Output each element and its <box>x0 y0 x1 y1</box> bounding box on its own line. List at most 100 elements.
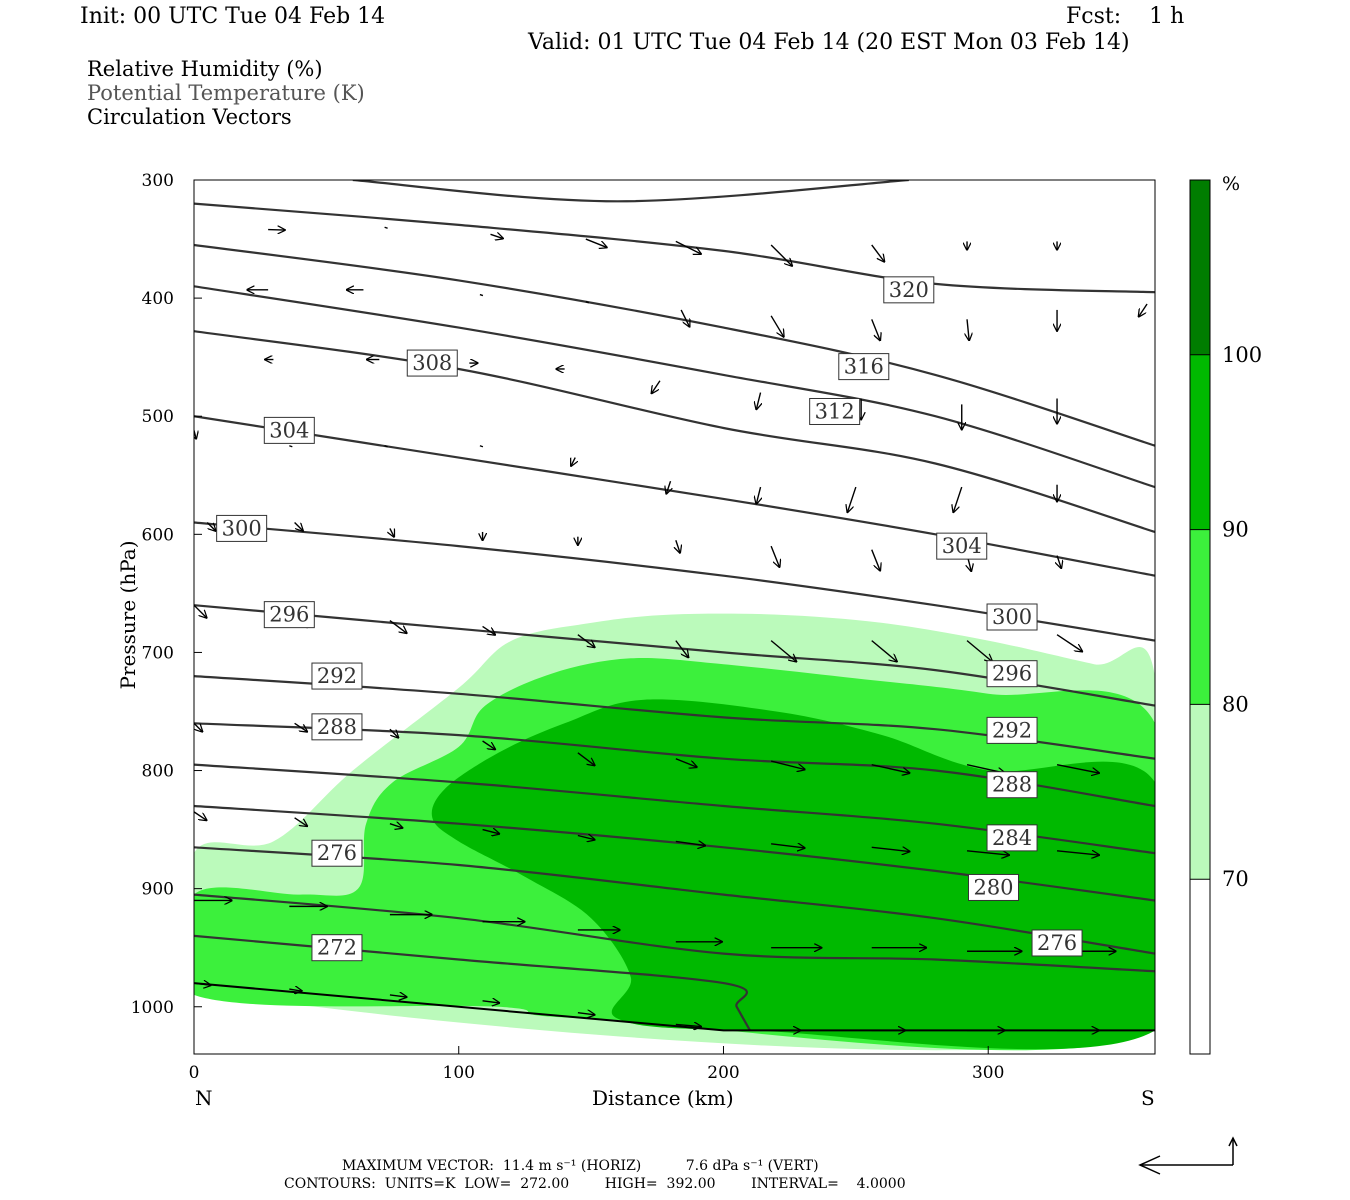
contour-label-276-18: 276 <box>1031 929 1083 957</box>
contour-label-316-1: 316 <box>838 353 890 381</box>
y-tick-label-900: 900 <box>142 880 174 900</box>
vector-52 <box>577 634 595 648</box>
colorbar-segment-3 <box>1190 354 1210 530</box>
vector-31 <box>479 445 484 448</box>
contour-label-text: 276 <box>317 841 357 865</box>
contour-label-text: 288 <box>317 715 357 739</box>
colorbar-segment-4 <box>1190 180 1210 355</box>
contour-label-text: 276 <box>1037 931 1077 955</box>
y-tick-label-500: 500 <box>142 407 174 427</box>
legend-rh: Relative Humidity (%) <box>87 57 323 81</box>
contour-label-text: 316 <box>844 355 884 379</box>
contour-label-284-15: 284 <box>986 824 1038 852</box>
vector-50 <box>389 619 407 634</box>
contour-label-text: 312 <box>815 399 855 423</box>
forecast-hour: Fcst: 1 h <box>1066 4 1185 29</box>
max-vector-note: MAXIMUM VECTOR: 11.4 m s⁻¹ (HORIZ) 7.6 d… <box>342 1158 819 1174</box>
vector-68 <box>194 811 207 820</box>
reference-vector-icon <box>1138 1136 1238 1175</box>
contour-label-288-11: 288 <box>311 713 363 741</box>
vector-48 <box>194 604 207 618</box>
valid-time: Valid: 01 UTC Tue 04 Feb 14 (20 EST Mon … <box>528 30 1130 55</box>
y-tick-label-300: 300 <box>142 171 174 191</box>
vector-63 <box>675 758 697 767</box>
vector-77 <box>1056 851 1099 855</box>
contour-label-320-0: 320 <box>883 276 935 304</box>
vector-91 <box>482 1001 500 1003</box>
vector-6 <box>871 244 885 262</box>
vector-12 <box>585 300 590 304</box>
contour-note: CONTOURS: UNITS=K LOW= 272.00 HIGH= 392.… <box>284 1176 906 1192</box>
contour-label-text: 288 <box>992 773 1032 797</box>
contour-label-308-3: 308 <box>406 349 458 377</box>
x-tick-label-300: 300 <box>972 1063 1004 1083</box>
vector-59 <box>294 722 308 731</box>
vector-71 <box>482 830 500 834</box>
contour-label-272-17: 272 <box>311 934 363 962</box>
colorbar-frame <box>1189 179 1211 1055</box>
contour-label-text: 292 <box>317 664 357 688</box>
vector-57 <box>1056 634 1082 652</box>
contour-label-304-4: 304 <box>263 416 315 444</box>
contour-label-text: 272 <box>317 936 357 960</box>
vector-74 <box>771 844 805 848</box>
vector-65 <box>871 763 910 773</box>
y-axis-title: Pressure (hPa) <box>116 540 140 690</box>
colorbar-segment-1 <box>1190 704 1210 880</box>
vector-76 <box>966 851 1009 855</box>
vector-47 <box>1057 555 1061 569</box>
vector-73 <box>675 841 705 845</box>
vector-61 <box>482 740 496 749</box>
theta-contour-320-2 <box>194 243 1155 447</box>
x-tick-label-0: 0 <box>189 1063 200 1083</box>
contour-label-text: 320 <box>889 278 929 302</box>
vector-15 <box>871 319 880 340</box>
colorbar: 70 80 90 100% <box>1189 173 1262 1055</box>
y-tick-label-800: 800 <box>142 762 174 782</box>
vector-72 <box>577 836 595 840</box>
vector-34 <box>756 486 760 504</box>
contour-label-300-8: 300 <box>986 603 1038 631</box>
x-left-end-label: N <box>195 1086 213 1110</box>
vector-32 <box>571 457 575 466</box>
contour-label-276-14: 276 <box>311 839 363 867</box>
legend-vectors: Circulation Vectors <box>87 105 292 129</box>
contour-label-280-16: 280 <box>968 873 1020 901</box>
contour-label-296-7: 296 <box>263 601 315 629</box>
x-tick-label-200: 200 <box>707 1063 739 1083</box>
contour-label-304-6: 304 <box>936 532 988 560</box>
contour-label-text: 300 <box>992 605 1032 629</box>
contour-label-text: 296 <box>992 662 1032 686</box>
vector-44 <box>770 545 779 567</box>
vector-16 <box>967 319 969 340</box>
vector-93 <box>675 1024 701 1026</box>
x-axis-title: Distance (km) <box>592 1086 734 1110</box>
vector-90 <box>389 995 407 997</box>
vector-64 <box>770 760 805 769</box>
vector-2 <box>490 234 504 238</box>
vector-53 <box>675 640 689 658</box>
colorbar-unit: % <box>1222 173 1240 195</box>
vector-30 <box>384 445 388 448</box>
contour-label-text: 304 <box>942 534 982 558</box>
y-tick-label-600: 600 <box>142 525 174 545</box>
vector-39 <box>294 522 303 531</box>
vector-38 <box>206 522 215 531</box>
contour-label-text: 280 <box>973 875 1013 899</box>
colorbar-label-80: 80 <box>1222 692 1249 716</box>
y-tick-label-1000: 1000 <box>131 998 174 1018</box>
vector-45 <box>871 549 880 571</box>
vector-23 <box>652 380 661 394</box>
y-tick-label-700: 700 <box>142 643 174 663</box>
vector-13 <box>680 309 689 327</box>
theta-contour-276-13 <box>194 893 1155 973</box>
vector-89 <box>289 989 302 991</box>
vector-29 <box>289 445 293 448</box>
contour-label-292-12: 292 <box>986 716 1038 744</box>
contour-label-text: 292 <box>992 718 1032 742</box>
theta-contour-312-4 <box>194 330 1155 534</box>
vector-75 <box>871 847 910 851</box>
colorbar-label-90: 90 <box>1222 518 1249 542</box>
axes: 0 100 200 300 300 400 500 600 700 800 900 1000 <box>131 171 1005 1083</box>
theta-contour-324-1 <box>194 202 1155 294</box>
